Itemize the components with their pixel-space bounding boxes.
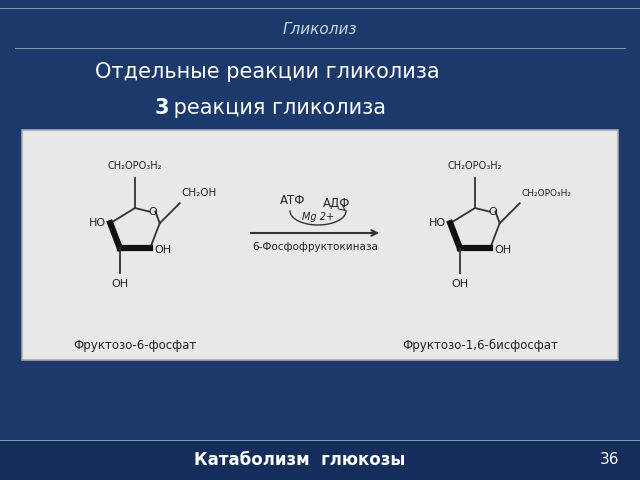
Text: Фруктозо-6-фосфат: Фруктозо-6-фосфат (74, 338, 196, 351)
FancyBboxPatch shape (22, 130, 618, 360)
Text: OH: OH (111, 279, 128, 289)
Text: Фруктозо-1,6-бисфосфат: Фруктозо-1,6-бисфосфат (402, 338, 558, 351)
Text: реакция гликолиза: реакция гликолиза (167, 98, 386, 118)
Text: CH₂OH: CH₂OH (182, 188, 217, 198)
Text: O: O (488, 206, 497, 216)
Text: O: O (148, 206, 157, 216)
Text: HO: HO (429, 218, 446, 228)
Text: CH₂OPO₃H₂: CH₂OPO₃H₂ (522, 189, 572, 198)
Bar (0, 440, 640, 480)
Text: 36: 36 (600, 453, 620, 468)
Text: HO: HO (89, 218, 106, 228)
Text: OH: OH (494, 245, 511, 255)
Text: OH: OH (154, 245, 172, 255)
Text: 3: 3 (155, 98, 170, 118)
Text: OH: OH (451, 279, 468, 289)
Text: АДФ: АДФ (323, 196, 351, 209)
Text: Катаболизм  глюкозы: Катаболизм глюкозы (195, 451, 406, 469)
Text: CH₂OPO₃H₂: CH₂OPO₃H₂ (448, 161, 502, 171)
Text: АТФ: АТФ (280, 194, 306, 207)
Text: CH₂OPO₃H₂: CH₂OPO₃H₂ (108, 161, 163, 171)
Text: 6-Фосфофруктокиназа: 6-Фосфофруктокиназа (252, 242, 378, 252)
Text: Гликолиз: Гликолиз (283, 23, 357, 37)
Text: Мg 2+: Мg 2+ (302, 212, 334, 222)
Text: Отдельные реакции гликолиза: Отдельные реакции гликолиза (95, 62, 440, 82)
